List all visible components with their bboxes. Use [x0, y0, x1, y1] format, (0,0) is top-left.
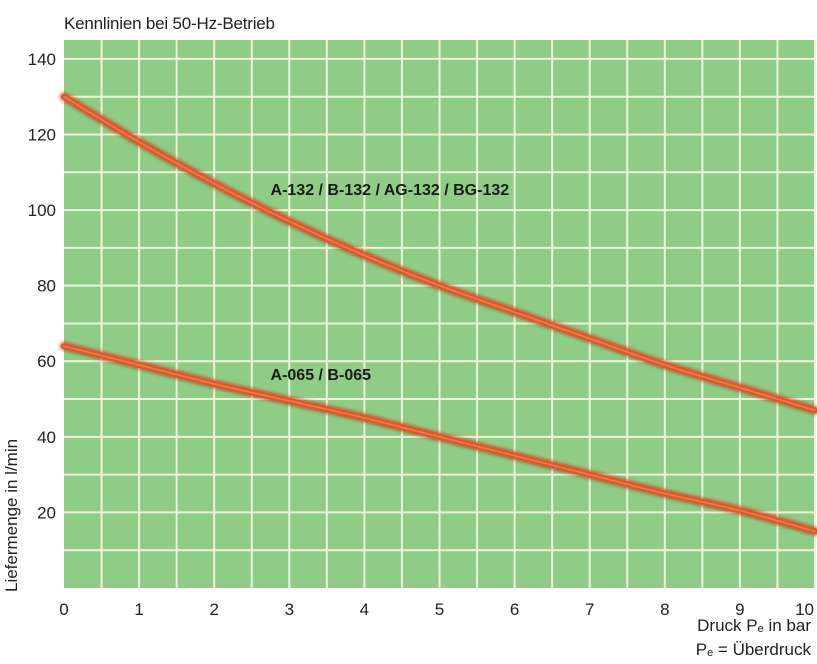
y-tick-label: 20	[37, 503, 56, 522]
y-tick-label: 60	[37, 352, 56, 371]
series-line-highlight	[63, 345, 816, 533]
series-label: A-132 / B-132 / AG-132 / BG-132	[271, 182, 510, 199]
series-label: A-065 / B-065	[271, 367, 372, 384]
chart-title: Kennlinien bei 50-Hz-Betrieb	[64, 14, 275, 33]
x-tick-label: 4	[360, 600, 369, 619]
x-axis-title: Druck Pe in bar	[697, 616, 811, 635]
x-tick-label: 7	[585, 600, 594, 619]
y-tick-label: 120	[28, 125, 56, 144]
x-tick-label: 1	[134, 600, 143, 619]
x-tick-label: 10	[795, 600, 814, 619]
series-line-highlight	[63, 95, 816, 412]
y-tick-label: 40	[37, 428, 56, 447]
x-tick-label: 2	[209, 600, 218, 619]
x-tick-label: 5	[435, 600, 444, 619]
x-tick-label: 8	[660, 600, 669, 619]
x-tick-label: 9	[735, 600, 744, 619]
x-tick-label: 6	[510, 600, 519, 619]
x-tick-label: 3	[285, 600, 294, 619]
y-tick-label: 140	[28, 50, 56, 69]
x-axis-note: Pe = Überdruck	[695, 640, 811, 659]
y-tick-label: 100	[28, 201, 56, 220]
x-tick-label: 0	[59, 600, 68, 619]
y-tick-label: 80	[37, 277, 56, 296]
x-axis-label: Druck Pe in bar Pe = Überdruck	[696, 615, 811, 663]
